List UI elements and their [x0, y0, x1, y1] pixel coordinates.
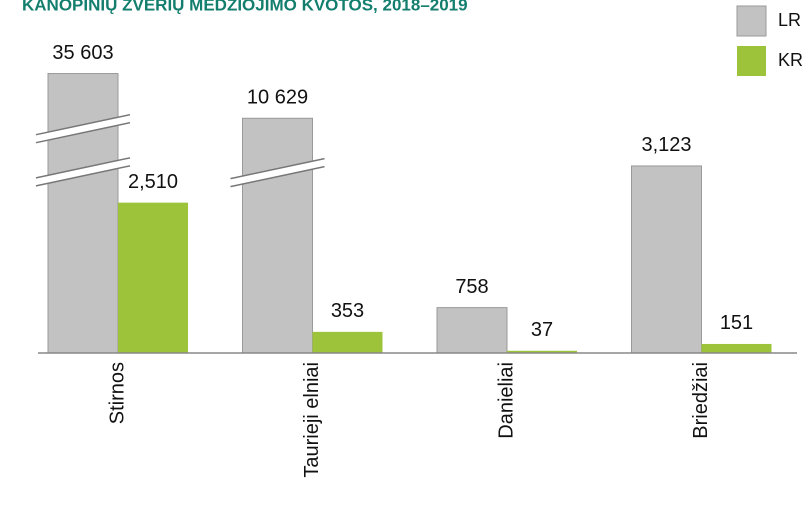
bar [701, 343, 772, 353]
axis-break-line [35, 157, 131, 179]
bar [47, 73, 119, 354]
bar [436, 307, 508, 354]
bar [631, 165, 702, 354]
x-tick-label: Stirnos [106, 362, 128, 424]
axis-break [230, 158, 325, 187]
chart-title: KANOPINIŲ ŽVĖRIŲ MEDŽIOJIMO KVOTOS, 2018… [22, 0, 468, 14]
data-label: 353 [331, 300, 364, 322]
x-tick-label: Taurieji elniai [301, 362, 323, 478]
data-label: 37 [531, 319, 553, 341]
bar [118, 202, 188, 353]
legend-swatch [737, 46, 766, 76]
axis-break-line [230, 165, 325, 188]
axis-break-line [35, 113, 131, 136]
legend-label: LR [778, 10, 801, 30]
bar [312, 331, 383, 353]
data-label: 10 629 [247, 87, 308, 109]
axis-break [36, 157, 130, 186]
legend-label: KR [778, 50, 803, 70]
x-tick-label: Danieliai [495, 362, 517, 439]
data-label: 35 603 [52, 42, 113, 64]
data-label: 758 [455, 276, 488, 298]
axis-break-line [35, 121, 131, 144]
legend-swatch [736, 5, 767, 37]
axis-break-line [35, 165, 131, 187]
x-tick-label: Briedžiai [690, 362, 712, 439]
bar [507, 350, 577, 353]
data-label: 151 [720, 312, 753, 334]
axis-break [36, 114, 130, 143]
data-label: 3,123 [641, 134, 691, 156]
bar [242, 117, 313, 354]
axis-break-line [230, 157, 325, 180]
data-label: 2,510 [128, 171, 178, 193]
